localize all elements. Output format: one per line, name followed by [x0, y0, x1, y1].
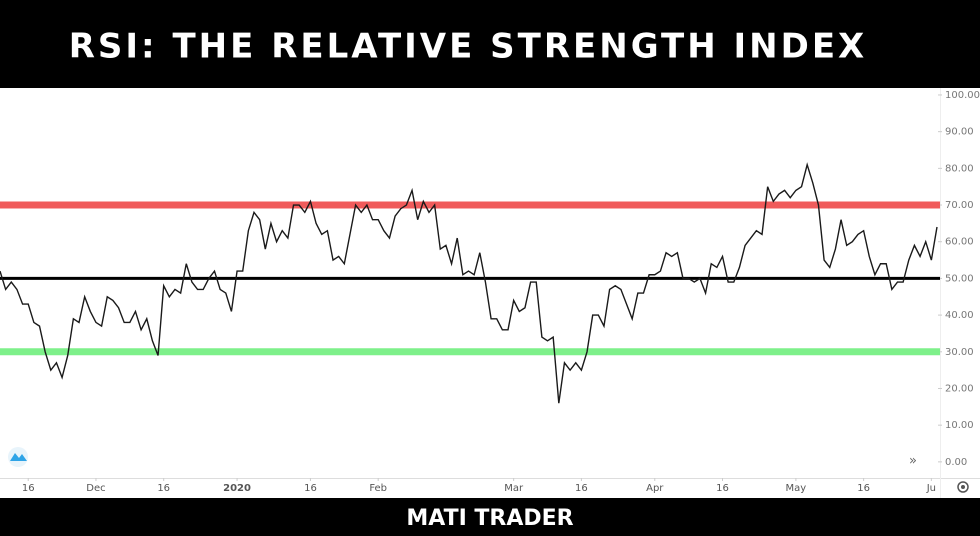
x-tick-label: 16: [22, 483, 35, 494]
scroll-button[interactable]: »: [909, 454, 917, 469]
x-tick-label: Ju: [926, 483, 936, 494]
y-tick-label: 90.00: [945, 127, 974, 138]
y-tick-label: 80.00: [945, 163, 974, 174]
x-tick-label: 16: [857, 483, 870, 494]
y-tick-label: 20.00: [945, 383, 974, 394]
x-tick-label: 16: [157, 483, 170, 494]
logo-icon: [8, 447, 28, 467]
rsi-line: [0, 162, 938, 404]
y-tick-label: 30.00: [945, 347, 974, 358]
y-tick-label: 50.00: [945, 273, 974, 284]
footer-caption: MATI TRADER: [406, 506, 573, 531]
x-tick-label: Mar: [504, 483, 524, 494]
x-tick-label: 2020: [223, 483, 251, 494]
y-tick-label: 70.00: [945, 200, 974, 211]
y-tick-label: 100.00: [945, 90, 980, 101]
chart-title: RSI: THE RELATIVE STRENGTH INDEX: [69, 27, 868, 67]
x-tick-label: Dec: [86, 483, 105, 494]
x-tick-label: Feb: [369, 483, 387, 494]
y-tick-label: 0.00: [945, 457, 967, 468]
x-tick-label: 16: [575, 483, 588, 494]
footer-banner: [0, 498, 980, 536]
settings-icon[interactable]: [957, 481, 969, 493]
x-tick-label: 16: [304, 483, 317, 494]
x-tick-label: Apr: [646, 483, 664, 494]
x-tick-label: 16: [716, 483, 729, 494]
y-tick-label: 10.00: [945, 420, 974, 431]
plot-background: [0, 88, 980, 498]
y-tick-label: 60.00: [945, 237, 974, 248]
y-tick-label: 40.00: [945, 310, 974, 321]
header-banner: [0, 0, 980, 88]
x-tick-label: May: [786, 483, 807, 494]
